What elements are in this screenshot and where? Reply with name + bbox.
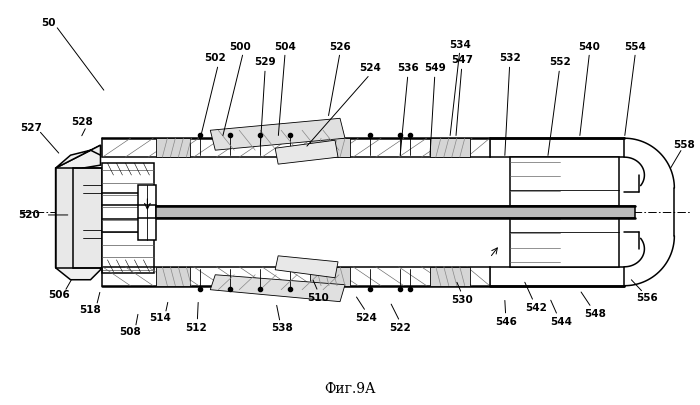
Text: 529: 529 — [254, 58, 276, 68]
Text: 518: 518 — [80, 305, 101, 315]
Text: 510: 510 — [307, 293, 329, 303]
Text: 536: 536 — [397, 64, 419, 73]
Text: 500: 500 — [230, 42, 251, 51]
Bar — [55, 168, 102, 268]
Bar — [139, 185, 156, 240]
Polygon shape — [210, 118, 345, 150]
Polygon shape — [430, 138, 470, 157]
Polygon shape — [210, 275, 345, 302]
Bar — [510, 157, 620, 267]
Text: 50: 50 — [41, 18, 56, 28]
Polygon shape — [310, 267, 350, 286]
Text: 526: 526 — [329, 42, 351, 51]
Text: Фиг.9А: Фиг.9А — [324, 382, 376, 396]
Text: 542: 542 — [525, 303, 547, 313]
Text: 548: 548 — [584, 309, 606, 319]
Bar — [156, 206, 636, 218]
Text: 512: 512 — [186, 322, 207, 333]
Text: 552: 552 — [549, 58, 570, 68]
Polygon shape — [275, 256, 338, 278]
Text: 538: 538 — [272, 322, 293, 333]
Text: 506: 506 — [48, 290, 69, 300]
Polygon shape — [55, 145, 101, 168]
Text: 522: 522 — [389, 322, 411, 333]
Text: 520: 520 — [19, 210, 41, 220]
Polygon shape — [310, 138, 350, 157]
Polygon shape — [55, 145, 101, 268]
Text: 530: 530 — [451, 295, 473, 305]
Polygon shape — [55, 250, 101, 280]
Bar — [102, 163, 155, 273]
Text: 524: 524 — [355, 313, 377, 323]
Text: 558: 558 — [673, 140, 695, 150]
Text: 544: 544 — [551, 317, 573, 326]
Text: 547: 547 — [451, 55, 473, 66]
Text: 546: 546 — [495, 317, 517, 326]
Text: 528: 528 — [71, 117, 93, 127]
Text: 556: 556 — [636, 293, 658, 303]
Text: 504: 504 — [274, 42, 296, 51]
Polygon shape — [156, 267, 190, 286]
Text: 532: 532 — [499, 53, 521, 64]
Text: 527: 527 — [20, 123, 41, 133]
Text: 540: 540 — [579, 42, 601, 51]
Polygon shape — [156, 138, 190, 157]
Polygon shape — [275, 140, 338, 164]
Text: 554: 554 — [624, 42, 646, 51]
Polygon shape — [430, 267, 470, 286]
Text: 514: 514 — [149, 313, 172, 323]
Text: 534: 534 — [449, 40, 470, 49]
Text: 502: 502 — [204, 53, 226, 64]
Text: 524: 524 — [359, 64, 381, 73]
Text: 549: 549 — [424, 64, 446, 73]
Text: 508: 508 — [120, 326, 141, 337]
